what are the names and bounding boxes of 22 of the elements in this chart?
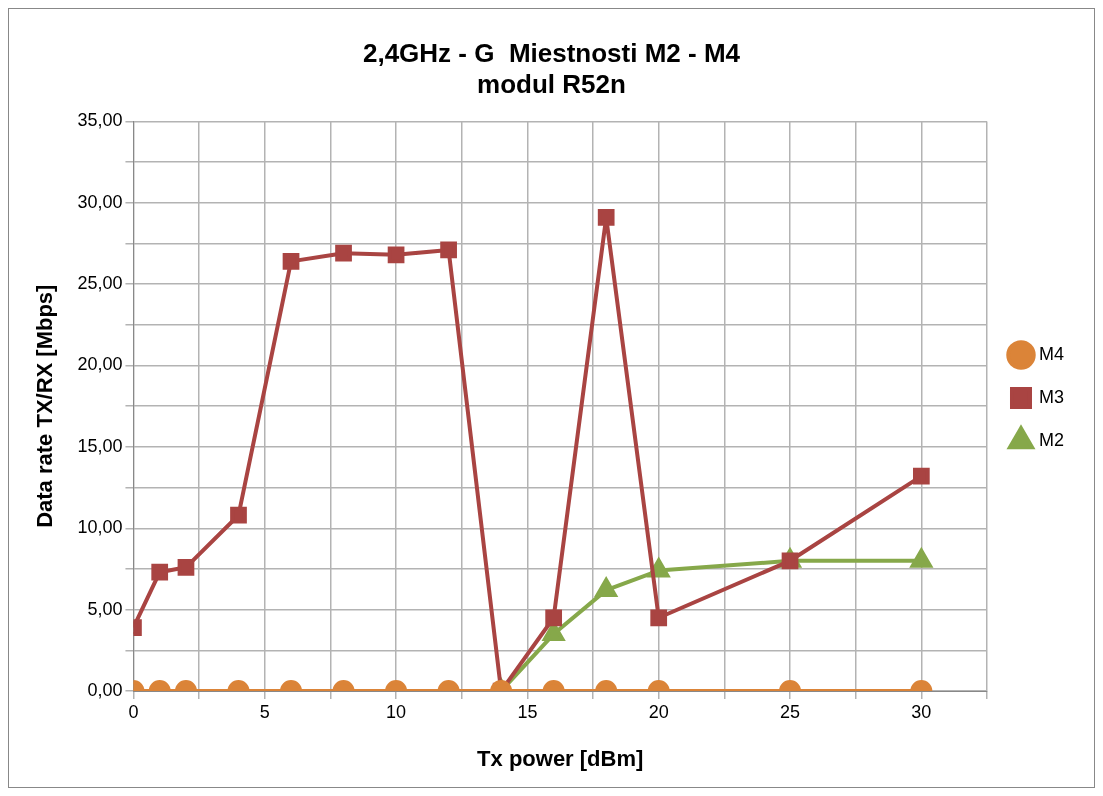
y-tick-label: 0,00 bbox=[87, 679, 123, 700]
y-tick-label: 25,00 bbox=[77, 273, 123, 294]
y-tick-label: 15,00 bbox=[77, 435, 123, 456]
y-tick-label: 5,00 bbox=[87, 598, 123, 619]
x-tick-label: 30 bbox=[911, 701, 932, 722]
legend-label: M3 bbox=[1039, 386, 1065, 407]
y-tick-label: 10,00 bbox=[77, 517, 123, 538]
x-tick-label: 0 bbox=[128, 701, 139, 722]
x-tick-label: 5 bbox=[259, 701, 270, 722]
y-tick-label: 30,00 bbox=[77, 191, 123, 212]
text: modul R52n bbox=[477, 68, 626, 99]
x-tick-label: 15 bbox=[517, 701, 538, 722]
text: 2,4GHz - G Miestnosti M2 - M4 bbox=[362, 37, 741, 68]
x-axis-title: Tx power [dBm] bbox=[477, 745, 644, 771]
legend-label: M4 bbox=[1039, 343, 1065, 364]
x-tick-label: 10 bbox=[386, 701, 407, 722]
x-tick-label: 25 bbox=[780, 701, 801, 722]
legend-label: M2 bbox=[1039, 429, 1065, 450]
y-tick-label: 35,00 bbox=[77, 110, 123, 131]
y-tick-label: 20,00 bbox=[77, 354, 123, 375]
x-tick-label: 20 bbox=[648, 701, 669, 722]
y-axis-title: Data rate TX/RX [Mbps] bbox=[32, 284, 58, 528]
